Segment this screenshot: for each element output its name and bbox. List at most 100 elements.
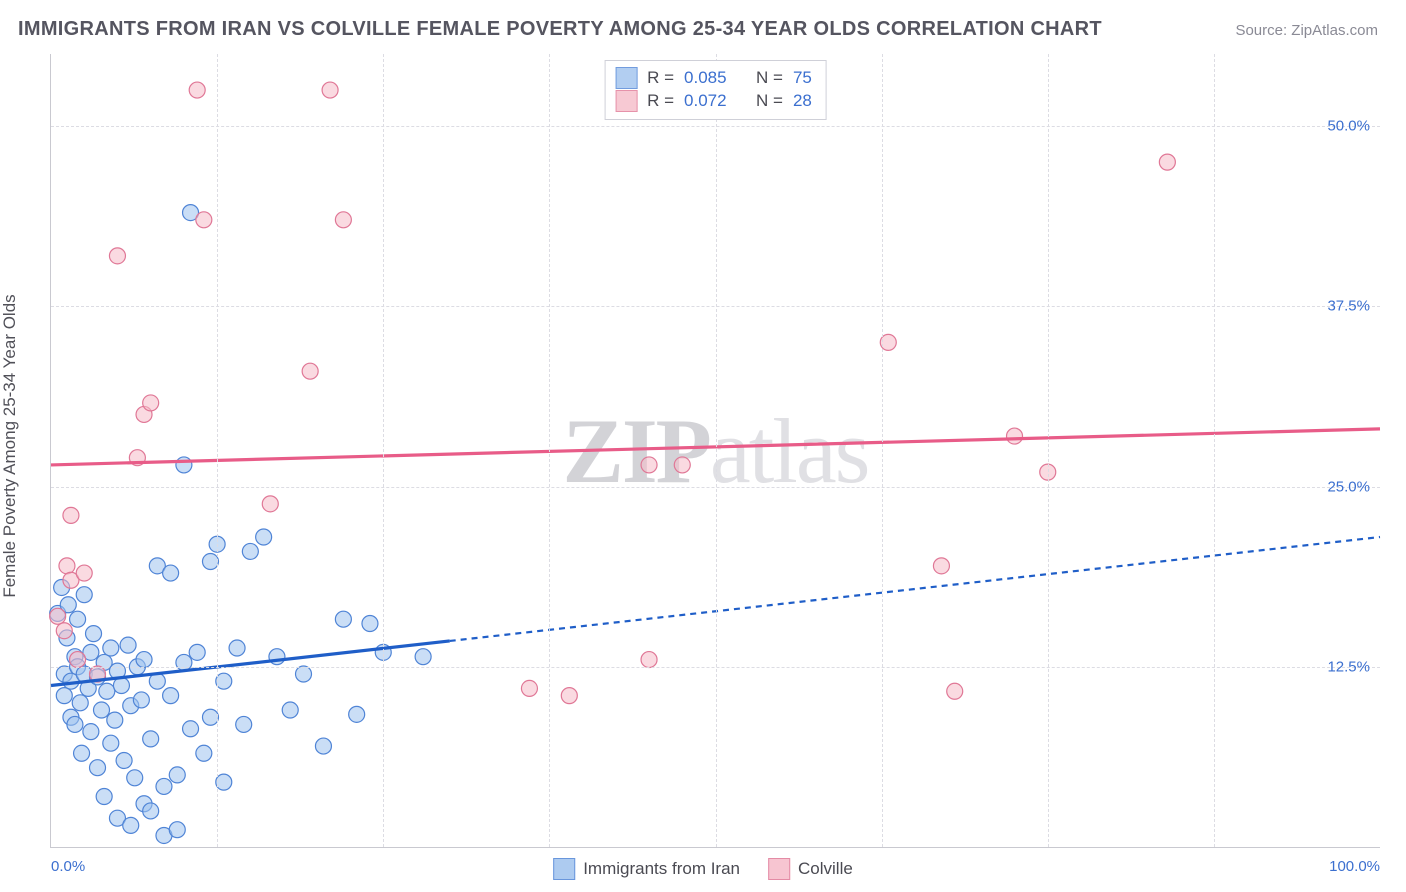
scatter-point-iran xyxy=(169,822,185,838)
scatter-point-iran xyxy=(143,731,159,747)
y-axis-title: Female Poverty Among 25-34 Year Olds xyxy=(0,294,20,597)
y-tick-label: 12.5% xyxy=(1327,658,1370,675)
scatter-point-colville xyxy=(880,334,896,350)
n-value-colville: 28 xyxy=(793,90,812,113)
scatter-point-colville xyxy=(322,82,338,98)
gridline-v xyxy=(716,54,717,847)
scatter-point-iran xyxy=(96,789,112,805)
x-tick-label: 0.0% xyxy=(51,858,85,875)
y-tick-label: 37.5% xyxy=(1327,298,1370,315)
legend-label-iran: Immigrants from Iran xyxy=(583,859,740,879)
scatter-point-iran xyxy=(163,565,179,581)
scatter-point-colville xyxy=(189,82,205,98)
scatter-point-colville xyxy=(56,623,72,639)
scatter-point-iran xyxy=(156,778,172,794)
scatter-point-iran xyxy=(143,803,159,819)
scatter-point-iran xyxy=(256,529,272,545)
n-label: N = xyxy=(756,90,783,113)
chart-title: IMMIGRANTS FROM IRAN VS COLVILLE FEMALE … xyxy=(18,18,1102,41)
scatter-point-colville xyxy=(143,395,159,411)
gridline-v xyxy=(549,54,550,847)
scatter-point-iran xyxy=(315,738,331,754)
gridline-v xyxy=(882,54,883,847)
scatter-point-iran xyxy=(282,702,298,718)
r-value-colville: 0.072 xyxy=(684,90,727,113)
legend-stats: R = 0.085 N = 75 R = 0.072 N = 28 xyxy=(604,60,827,120)
scatter-point-iran xyxy=(76,587,92,603)
scatter-point-iran xyxy=(56,688,72,704)
swatch-colville xyxy=(615,90,637,112)
scatter-point-iran xyxy=(86,626,102,642)
scatter-point-iran xyxy=(70,611,86,627)
scatter-point-iran xyxy=(99,683,115,699)
scatter-point-iran xyxy=(169,767,185,783)
scatter-point-iran xyxy=(216,774,232,790)
scatter-point-iran xyxy=(107,712,123,728)
scatter-point-iran xyxy=(229,640,245,656)
scatter-point-iran xyxy=(120,637,136,653)
n-value-iran: 75 xyxy=(793,67,812,90)
gridline-v xyxy=(217,54,218,847)
scatter-point-colville xyxy=(521,680,537,696)
scatter-point-colville xyxy=(1159,154,1175,170)
scatter-point-iran xyxy=(202,554,218,570)
scatter-point-colville xyxy=(674,457,690,473)
scatter-point-colville xyxy=(641,652,657,668)
scatter-point-iran xyxy=(67,716,83,732)
scatter-point-iran xyxy=(236,716,252,732)
scatter-point-iran xyxy=(74,745,90,761)
scatter-point-iran xyxy=(349,706,365,722)
scatter-point-iran xyxy=(116,752,132,768)
scatter-point-colville xyxy=(196,212,212,228)
scatter-point-iran xyxy=(127,770,143,786)
scatter-point-iran xyxy=(83,724,99,740)
gridline-v xyxy=(1048,54,1049,847)
scatter-point-colville xyxy=(63,507,79,523)
r-label: R = xyxy=(647,90,674,113)
legend-stats-row-colville: R = 0.072 N = 28 xyxy=(615,90,812,113)
y-tick-label: 25.0% xyxy=(1327,478,1370,495)
scatter-point-iran xyxy=(189,644,205,660)
scatter-point-iran xyxy=(362,616,378,632)
scatter-point-iran xyxy=(123,817,139,833)
x-tick-label: 100.0% xyxy=(1329,858,1380,875)
n-label: N = xyxy=(756,67,783,90)
y-tick-label: 50.0% xyxy=(1327,118,1370,135)
r-value-iran: 0.085 xyxy=(684,67,727,90)
swatch-colville xyxy=(768,858,790,880)
scatter-point-iran xyxy=(133,692,149,708)
scatter-point-iran xyxy=(94,702,110,718)
scatter-point-iran xyxy=(216,673,232,689)
scatter-point-colville xyxy=(933,558,949,574)
scatter-point-colville xyxy=(76,565,92,581)
scatter-point-iran xyxy=(196,745,212,761)
scatter-point-iran xyxy=(415,649,431,665)
scatter-point-colville xyxy=(561,688,577,704)
scatter-point-iran xyxy=(163,688,179,704)
legend-series: Immigrants from Iran Colville xyxy=(553,858,853,880)
scatter-point-colville xyxy=(59,558,75,574)
legend-item-colville: Colville xyxy=(768,858,853,880)
scatter-point-iran xyxy=(176,457,192,473)
scatter-point-iran xyxy=(90,760,106,776)
scatter-point-iran xyxy=(136,652,152,668)
scatter-point-colville xyxy=(947,683,963,699)
legend-label-colville: Colville xyxy=(798,859,853,879)
swatch-iran xyxy=(615,67,637,89)
r-label: R = xyxy=(647,67,674,90)
scatter-point-colville xyxy=(302,363,318,379)
scatter-point-iran xyxy=(183,721,199,737)
gridline-v xyxy=(1214,54,1215,847)
scatter-point-iran xyxy=(296,666,312,682)
scatter-point-colville xyxy=(70,652,86,668)
swatch-iran xyxy=(553,858,575,880)
scatter-point-iran xyxy=(103,735,119,751)
scatter-point-colville xyxy=(50,608,66,624)
scatter-point-iran xyxy=(202,709,218,725)
scatter-point-colville xyxy=(262,496,278,512)
trend-line-dashed-iran xyxy=(450,537,1380,641)
gridline-v xyxy=(383,54,384,847)
scatter-point-colville xyxy=(109,248,125,264)
scatter-point-iran xyxy=(72,695,88,711)
plot-area: ZIPatlas R = 0.085 N = 75 R = 0.072 N = … xyxy=(50,54,1380,848)
